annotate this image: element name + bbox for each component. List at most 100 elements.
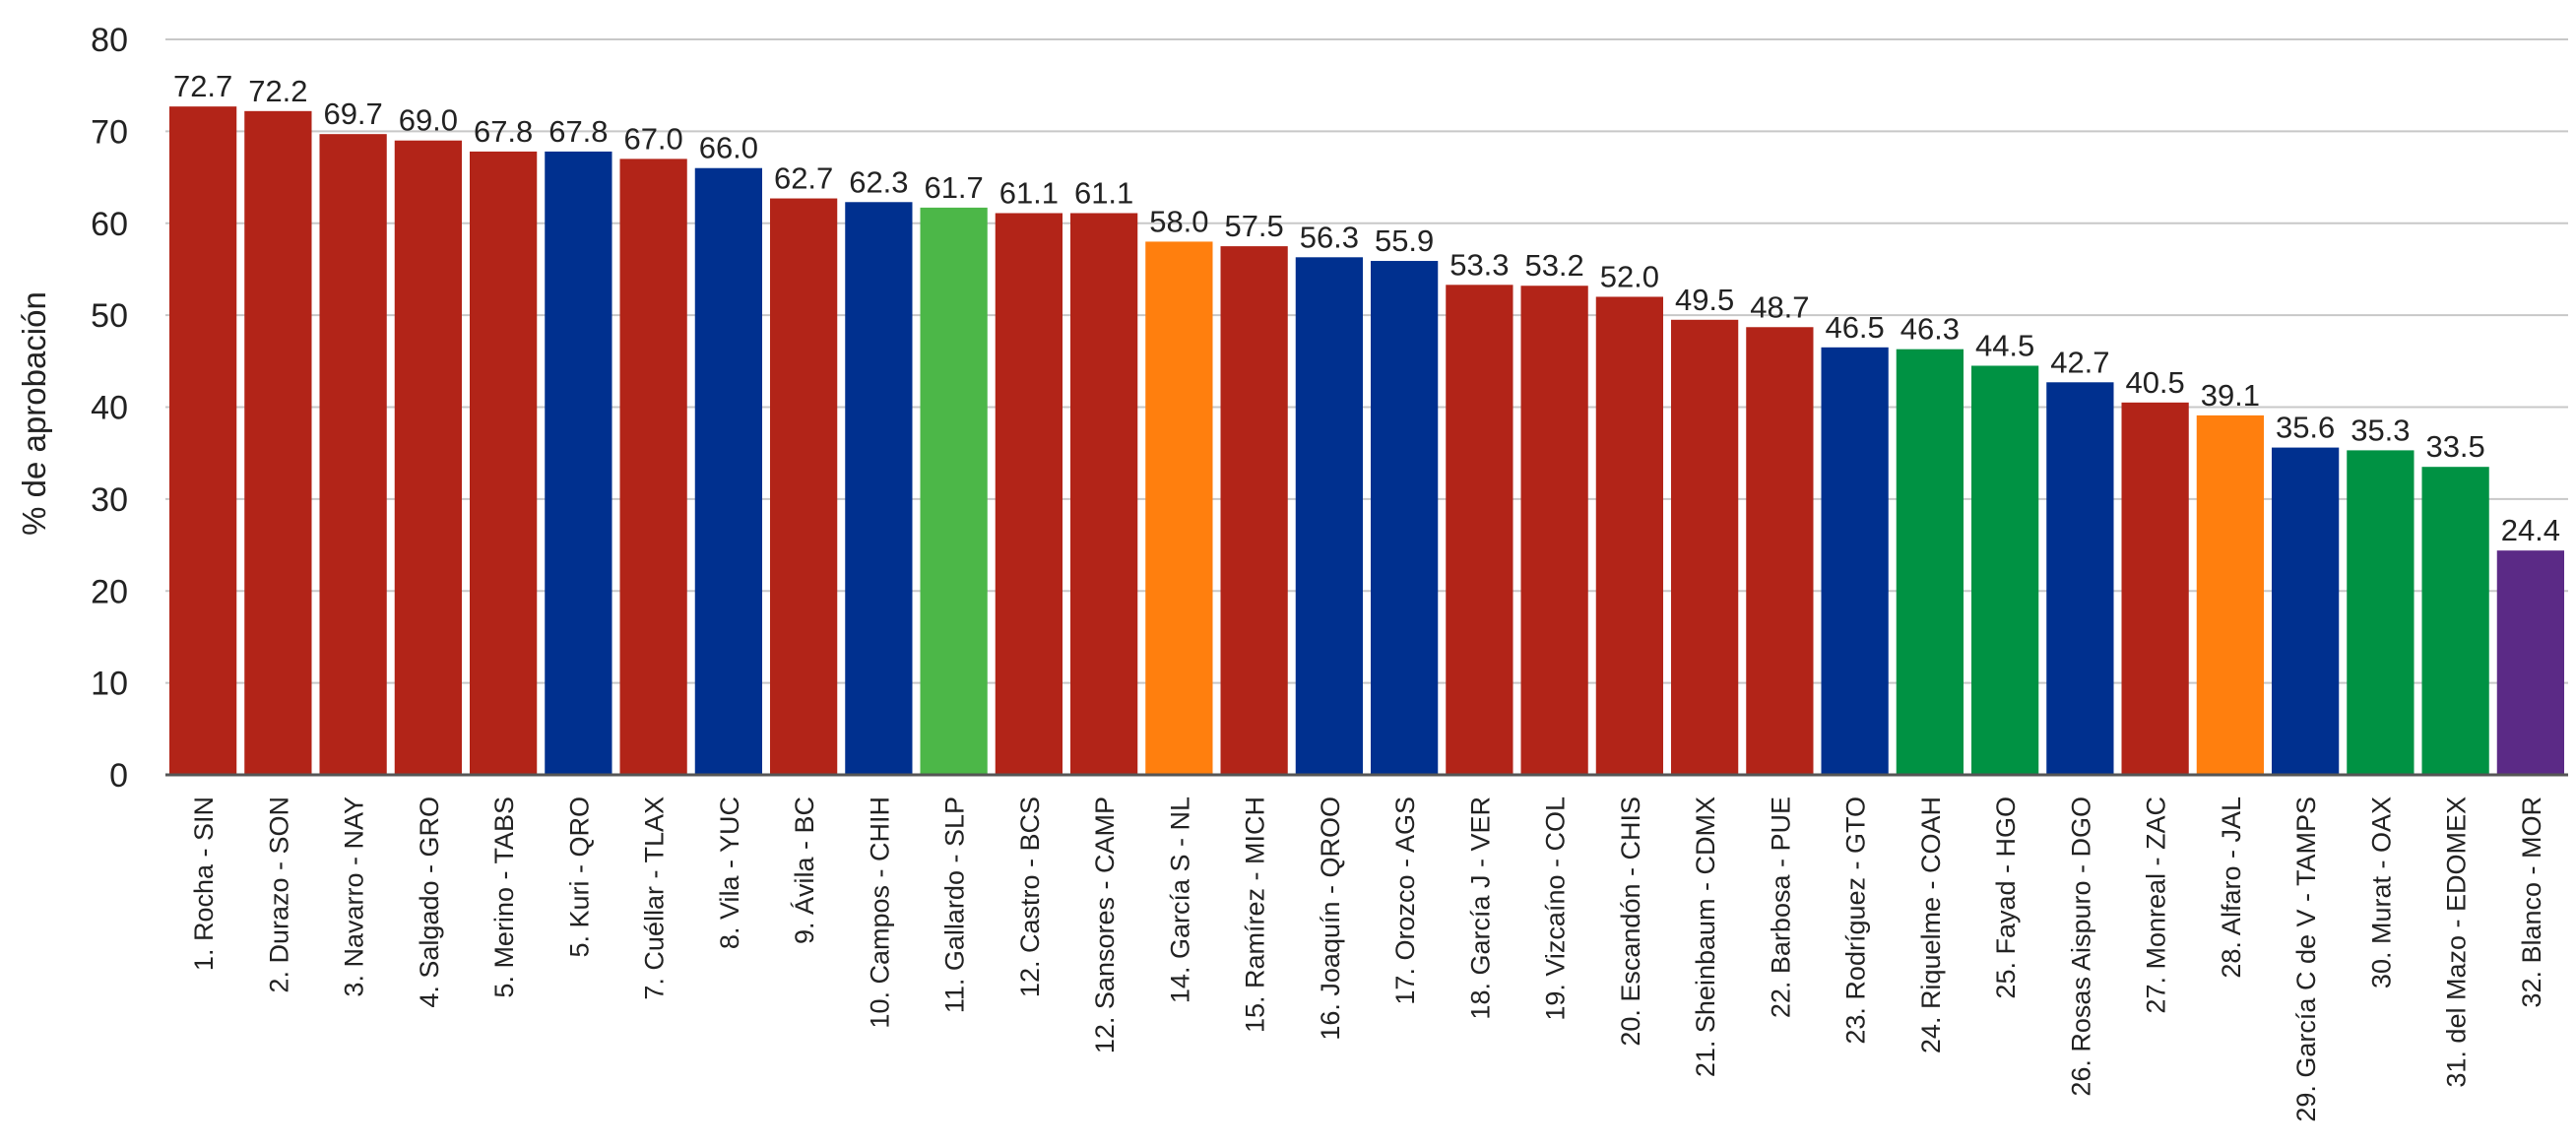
category-label-25: 25. Fayad - HGO — [1991, 797, 2021, 999]
bar-8 — [694, 167, 762, 776]
bar-3 — [319, 134, 387, 775]
category-label-6: 5. Kuri - QRO — [564, 797, 594, 958]
category-label-30: 30. Murat - OAX — [2366, 797, 2396, 988]
value-label-8: 66.0 — [699, 131, 758, 165]
bar-30 — [2347, 450, 2415, 775]
y-tick-label: 80 — [91, 22, 128, 59]
value-label-1: 72.7 — [173, 69, 232, 103]
y-tick-label: 60 — [91, 206, 128, 243]
bar-24 — [1896, 349, 1964, 775]
bar-9 — [770, 198, 838, 775]
bar-20 — [1595, 296, 1663, 775]
y-axis-title: % de aprobación — [16, 291, 52, 536]
bar-6 — [545, 151, 612, 776]
value-label-23: 46.5 — [1825, 310, 1884, 345]
value-label-15: 57.5 — [1224, 209, 1283, 243]
value-label-28: 39.1 — [2201, 378, 2260, 413]
value-label-4: 69.0 — [399, 103, 458, 138]
value-label-10: 62.3 — [849, 164, 908, 199]
y-tick-label: 0 — [109, 757, 128, 795]
bar-27 — [2121, 402, 2189, 775]
category-label-3: 3. Navarro - NAY — [340, 797, 369, 997]
category-label-31: 31. del Mazo - EDOMEX — [2442, 797, 2472, 1088]
value-label-11: 61.7 — [924, 170, 983, 205]
value-label-14: 58.0 — [1149, 204, 1208, 238]
category-label-1: 1. Rocha - SIN — [189, 797, 219, 971]
category-label-2: 2. Durazo - SON — [264, 797, 293, 993]
category-label-22: 22. Barbosa - PUE — [1766, 797, 1795, 1018]
value-label-32: 24.4 — [2501, 513, 2560, 547]
category-label-13: 12. Sansores - CAMP — [1090, 797, 1120, 1053]
category-label-23: 23. Rodríguez - GTO — [1841, 797, 1871, 1045]
category-label-5: 5. Merino - TABS — [489, 797, 519, 998]
bar-16 — [1295, 257, 1363, 776]
bar-13 — [1070, 213, 1138, 775]
category-label-15: 15. Ramírez - MICH — [1241, 797, 1270, 1033]
value-label-22: 48.7 — [1750, 289, 1809, 324]
value-label-26: 42.7 — [2050, 345, 2109, 379]
bar-1 — [169, 106, 237, 775]
category-label-21: 21. Sheinbaum - CDMX — [1691, 797, 1720, 1077]
category-label-11: 11. Gallardo - SLP — [940, 797, 970, 1013]
y-tick-label: 70 — [91, 113, 128, 151]
value-label-7: 67.0 — [623, 121, 682, 156]
value-label-13: 61.1 — [1074, 175, 1133, 210]
bar-21 — [1671, 319, 1739, 775]
value-label-5: 67.8 — [474, 114, 533, 149]
axes: 0 10 20 30 40 50 60 70 80 — [91, 22, 2568, 795]
category-label-4: 4. Salgado - GRO — [415, 797, 444, 1008]
bar-17 — [1371, 261, 1439, 775]
bar-12 — [995, 213, 1063, 775]
bar-23 — [1821, 347, 1889, 775]
bars — [169, 106, 2564, 776]
category-label-27: 27. Monreal - ZAC — [2142, 797, 2171, 1014]
y-tick-label: 10 — [91, 666, 128, 703]
bar-2 — [244, 110, 312, 775]
category-label-24: 24. Riquelme - COAH — [1916, 797, 1946, 1053]
value-label-20: 52.0 — [1600, 259, 1659, 293]
value-label-6: 67.8 — [548, 114, 608, 149]
category-label-18: 18. García J - VER — [1465, 797, 1495, 1020]
value-label-24: 46.3 — [1900, 312, 1960, 347]
value-label-27: 40.5 — [2125, 365, 2184, 400]
value-label-3: 69.7 — [323, 96, 382, 131]
value-label-30: 35.3 — [2351, 413, 2410, 447]
value-label-21: 49.5 — [1675, 283, 1734, 317]
category-label-8: 8. Vila - YUC — [715, 797, 744, 949]
y-tick-label: 40 — [91, 390, 128, 427]
bar-29 — [2272, 447, 2340, 775]
bar-22 — [1746, 327, 1814, 775]
category-label-16: 16. Joaquín - QROO — [1316, 797, 1345, 1041]
category-label-17: 17. Orozco - AGS — [1390, 797, 1420, 1005]
value-labels: 72.7 72.2 69.7 69.0 67.8 67.8 67.0 66.0 62.7 62.3… — [173, 69, 2560, 547]
bar-11 — [920, 207, 988, 776]
category-label-28: 28. Alfaro - JAL — [2217, 797, 2246, 979]
bar-25 — [1971, 365, 2039, 775]
value-label-12: 61.1 — [999, 175, 1059, 210]
bar-10 — [845, 202, 913, 775]
value-label-29: 35.6 — [2276, 411, 2335, 445]
value-label-25: 44.5 — [1975, 328, 2034, 362]
category-label-12: 12. Castro - BCS — [1015, 797, 1045, 997]
value-label-2: 72.2 — [248, 74, 307, 108]
bar-19 — [1520, 286, 1588, 775]
value-label-18: 53.3 — [1449, 247, 1509, 282]
bar-18 — [1446, 285, 1513, 775]
y-tick-label: 50 — [91, 297, 128, 335]
value-label-9: 62.7 — [774, 161, 833, 196]
y-tick-label: 30 — [91, 481, 128, 519]
bar-26 — [2046, 382, 2114, 775]
value-label-16: 56.3 — [1300, 220, 1359, 254]
category-label-7: 7. Cuéllar - TLAX — [640, 797, 670, 1000]
category-label-29: 29. García C de V - TAMPS — [2291, 797, 2321, 1122]
bar-15 — [1220, 246, 1288, 775]
category-label-19: 19. Vizcaíno - COL — [1541, 797, 1571, 1021]
bar-5 — [470, 151, 538, 776]
value-label-31: 33.5 — [2425, 429, 2484, 464]
bar-32 — [2496, 550, 2564, 775]
category-label-14: 14. García S - NL — [1165, 797, 1194, 1003]
value-label-17: 55.9 — [1375, 223, 1434, 258]
value-label-19: 53.2 — [1524, 248, 1583, 283]
